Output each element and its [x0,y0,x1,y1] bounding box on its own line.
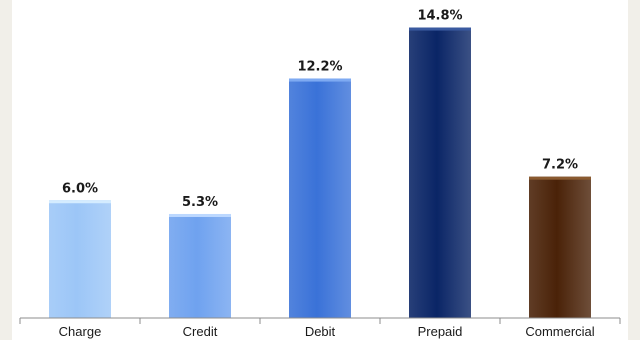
bar-credit [169,213,231,318]
bar-charge [49,200,111,318]
bar-top-highlight-charge [49,200,111,204]
bar-debit [289,78,351,318]
x-tick-label-charge: Charge [59,324,102,339]
bar-prepaid [409,27,471,319]
bar-commercial [529,176,591,318]
bar-top-highlight-commercial [529,176,591,180]
data-label-debit: 12.2% [297,60,342,75]
data-label-credit: 5.3% [182,195,218,210]
x-tick-label-debit: Debit [305,324,336,339]
bar-chart: 6.0% 5.3% 12.2% 14.8% 7.2% Charge Credit Debit… [19,9,621,339]
x-tick-label-prepaid: Prepaid [418,324,463,339]
x-tick-label-credit: Credit [183,324,218,339]
bar-top-highlight-debit [289,78,351,82]
bar-top-highlight-credit [169,213,231,217]
x-tick-label-commercial: Commercial [525,324,594,339]
data-label-commercial: 7.2% [542,158,578,173]
data-label-charge: 6.0% [62,181,98,196]
bar-top-highlight-prepaid [409,27,471,31]
data-label-prepaid: 14.8% [417,9,462,24]
chart-frame: 6.0% 5.3% 12.2% 14.8% 7.2% Charge Credit Debit… [12,0,628,340]
